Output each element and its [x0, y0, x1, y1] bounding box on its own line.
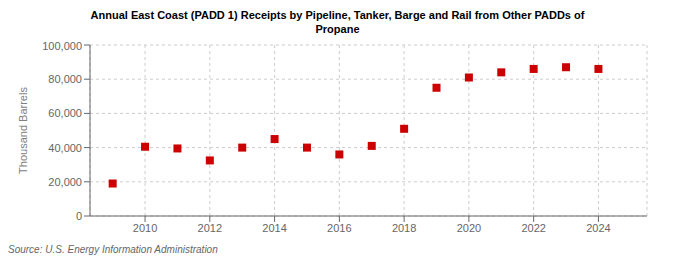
svg-text:2020: 2020 [457, 222, 481, 234]
svg-text:0: 0 [76, 210, 82, 222]
svg-text:2016: 2016 [327, 222, 351, 234]
html-text:Annual East Coast (PADD 1) Rec: Annual East Coast (PADD 1) Receipts by P… [90, 9, 585, 35]
html-text:Source: U.S. Energy Informatio: Source: U.S. Energy Information Administ… [8, 244, 218, 255]
svg-text:20,000: 20,000 [48, 176, 82, 188]
svg-text:2012: 2012 [198, 222, 222, 234]
svg-text:60,000: 60,000 [48, 107, 82, 119]
svg-text:Thousand Barrels: Thousand Barrels [17, 87, 29, 174]
svg-text:2014: 2014 [262, 222, 286, 234]
svg-text:100,000: 100,000 [42, 40, 82, 52]
svg-text:80,000: 80,000 [48, 73, 82, 85]
svg-text:2024: 2024 [586, 222, 610, 234]
svg-text:2022: 2022 [521, 222, 545, 234]
svg-text:2010: 2010 [133, 222, 157, 234]
svg-text:40,000: 40,000 [48, 142, 82, 154]
svg-text:2018: 2018 [392, 222, 416, 234]
